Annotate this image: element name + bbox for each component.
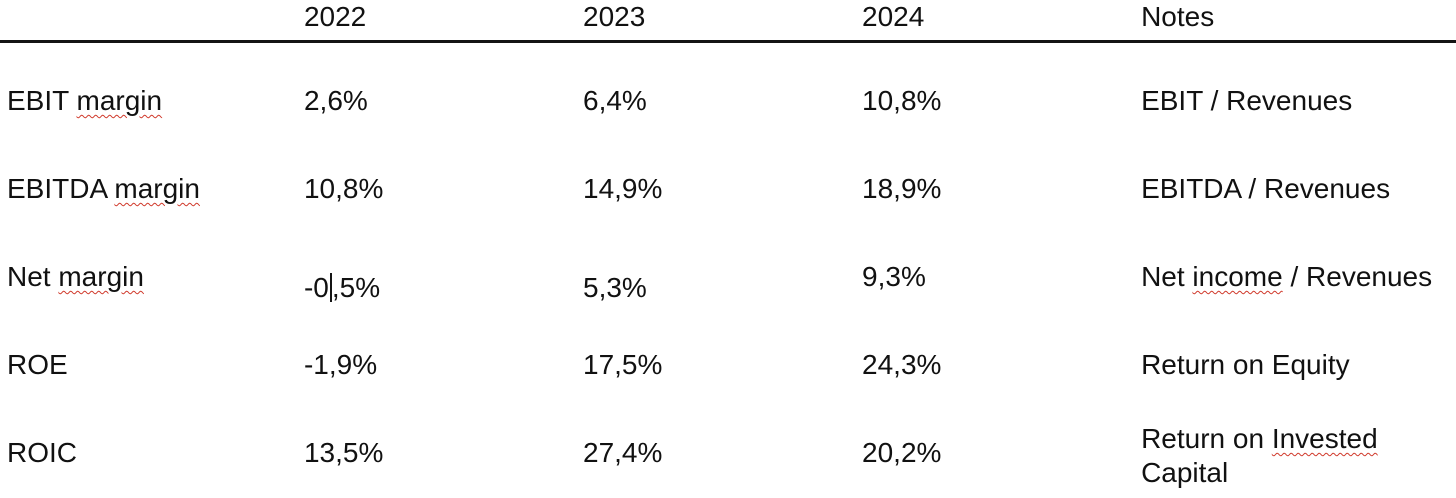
table-header-row: 2022 2023 2024 Notes [0, 0, 1456, 43]
notes-cell[interactable]: EBITDA / Revenues [1141, 131, 1456, 219]
cell-text: 9,3% [862, 261, 926, 292]
table-row: ROIC 13,5% 27,4% 20,2% Return on Invested Ca… [0, 395, 1456, 498]
notes-cell[interactable]: Return on Invested Capital [1141, 395, 1456, 498]
cell-text: 5,3% [583, 272, 647, 303]
cell-text: ROE [7, 349, 68, 380]
row-label-cell[interactable]: ROIC [7, 395, 304, 498]
misspelled-word: margin [76, 85, 163, 116]
cell-text: EBITDA / Revenues [1141, 173, 1391, 204]
cell-text: EBITDA [7, 173, 115, 204]
cell-text: EBIT / Revenues [1141, 85, 1353, 116]
cell-text: 20,2% [862, 437, 942, 468]
cell-text: Return on Equity [1141, 349, 1350, 380]
row-label-cell[interactable]: ROE [7, 307, 304, 395]
cell-text: 24,3% [862, 349, 942, 380]
column-header-2024[interactable]: 2024 [862, 1, 925, 32]
value-cell[interactable]: 14,9% [583, 131, 862, 219]
table-row: Net margin -0,5% 5,3% 9,3% Net income / Reve… [0, 219, 1456, 307]
cell-text: / Revenues [1282, 261, 1433, 292]
table-body: EBIT margin 2,6% 6,4% 10,8% EBIT / Revenues E… [0, 43, 1456, 498]
notes-cell[interactable]: Return on Equity [1141, 307, 1456, 395]
row-label-cell[interactable]: EBIT margin [7, 43, 304, 131]
cell-text: ROIC [7, 437, 77, 468]
text-caret [329, 273, 332, 302]
cell-text: Return on [1141, 423, 1272, 454]
cell-text: -0 [303, 272, 329, 303]
row-label-cell[interactable]: Net margin [7, 219, 304, 307]
value-cell[interactable]: -1,9% [304, 307, 583, 395]
notes-cell[interactable]: EBIT / Revenues [1141, 43, 1456, 131]
table-row: EBITDA margin 10,8% 14,9% 18,9% EBITDA / Rev… [0, 131, 1456, 219]
cell-text: 6,4% [583, 85, 647, 116]
value-cell[interactable]: -0,5% [304, 230, 583, 318]
value-cell[interactable]: 27,4% [583, 395, 862, 498]
value-cell[interactable]: 2,6% [304, 43, 583, 131]
table-row: ROE -1,9% 17,5% 24,3% Return on Equity [0, 307, 1456, 395]
cell-text: 2,6% [303, 85, 368, 116]
value-cell[interactable]: 5,3% [583, 230, 862, 318]
cell-text: EBIT [7, 85, 77, 116]
misspelled-word: margin [58, 261, 144, 292]
cell-text: 13,5% [303, 437, 384, 468]
value-cell[interactable]: 24,3% [862, 307, 1141, 395]
cell-text: 17,5% [583, 349, 663, 380]
value-cell[interactable]: 6,4% [583, 43, 862, 131]
value-cell[interactable]: 20,2% [862, 395, 1141, 498]
cell-text: -1,9% [303, 349, 378, 380]
value-cell[interactable]: 10,8% [304, 131, 583, 219]
misspelled-word: Invested [1271, 423, 1378, 454]
column-header-2022[interactable]: 2022 [303, 1, 367, 32]
cell-text: 14,9% [583, 173, 663, 204]
cell-text: Net [1141, 261, 1193, 292]
value-cell[interactable]: 10,8% [862, 43, 1141, 131]
value-cell[interactable]: 13,5% [304, 395, 583, 498]
cell-text: Capital [1141, 457, 1229, 488]
value-cell[interactable]: 9,3% [862, 219, 1141, 307]
column-header-notes[interactable]: Notes [1141, 1, 1215, 32]
table-row: EBIT margin 2,6% 6,4% 10,8% EBIT / Revenues [0, 43, 1456, 131]
notes-cell[interactable]: Net income / Revenues [1141, 219, 1456, 307]
value-cell[interactable]: 17,5% [583, 307, 862, 395]
row-label-cell[interactable]: EBITDA margin [7, 131, 304, 219]
cell-text: 10,8% [303, 173, 384, 204]
cell-text: 18,9% [862, 173, 942, 204]
cell-text: Net [7, 261, 59, 292]
cell-text: ,5% [331, 272, 381, 303]
misspelled-word: margin [114, 173, 200, 204]
column-header-blank[interactable] [7, 0, 304, 40]
value-cell[interactable]: 18,9% [862, 131, 1141, 219]
misspelled-word: income [1192, 261, 1283, 292]
cell-text: 10,8% [862, 85, 942, 116]
cell-text: 27,4% [583, 437, 663, 468]
column-header-2023[interactable]: 2023 [583, 1, 646, 32]
